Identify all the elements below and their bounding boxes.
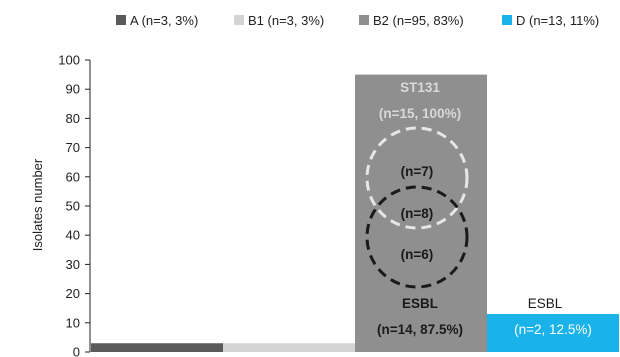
y-tick-label: 100 <box>58 53 80 68</box>
legend-swatch-d <box>502 15 512 25</box>
legend-label-d: D (n=13, 11%) <box>516 13 599 28</box>
venn-overlap-count: (n=8) <box>401 206 434 221</box>
y-tick-label: 0 <box>73 345 80 357</box>
bar-d <box>487 314 619 352</box>
bar-b1 <box>223 343 355 352</box>
legend-label-b1: B1 (n=3, 3%) <box>248 13 324 28</box>
bars <box>91 74 619 352</box>
st131-title: ST131 <box>400 80 440 95</box>
y-tick-label: 30 <box>66 257 80 272</box>
y-tick-label: 50 <box>66 199 80 214</box>
legend: A (n=3, 3%) B1 (n=3, 3%) B2 (n=95, 83%) … <box>116 13 599 28</box>
y-axis: 0 10 20 30 40 50 60 70 80 90 100 <box>58 53 91 357</box>
y-tick-label: 90 <box>66 82 80 97</box>
esbl-b2-title: ESBL <box>402 296 438 311</box>
d-annotations: ESBL (n=2, 12.5%) <box>514 296 592 337</box>
legend-swatch-a <box>116 15 126 25</box>
venn-top-count: (n=7) <box>401 164 434 179</box>
y-tick-label: 60 <box>66 169 80 184</box>
st131-circle <box>365 126 469 230</box>
esbl-d-title: ESBL <box>528 296 563 311</box>
legend-swatch-b2 <box>359 15 369 25</box>
y-tick-label: 70 <box>66 140 80 155</box>
y-tick-label: 40 <box>66 228 80 243</box>
venn-bottom-count: (n=6) <box>401 247 434 262</box>
y-tick-label: 20 <box>66 286 80 301</box>
y-tick-label: 10 <box>66 315 80 330</box>
bar-b2 <box>355 74 487 352</box>
st131-subtitle: (n=15, 100%) <box>379 106 461 121</box>
legend-label-b2: B2 (n=95, 83%) <box>373 13 464 28</box>
y-tick-label: 80 <box>66 111 80 126</box>
esbl-b2-subtitle: (n=14, 87.5%) <box>377 322 463 337</box>
esbl-d-subtitle: (n=2, 12.5%) <box>514 322 592 337</box>
esbl-circle <box>365 185 469 289</box>
b2-annotations: ST131 (n=15, 100%) (n=7) (n=8) (n=6) ESB… <box>365 80 469 337</box>
legend-swatch-b1 <box>234 15 244 25</box>
y-axis-label: Isolates number <box>30 158 45 251</box>
bar-a <box>91 343 223 352</box>
legend-label-a: A (n=3, 3%) <box>130 13 198 28</box>
